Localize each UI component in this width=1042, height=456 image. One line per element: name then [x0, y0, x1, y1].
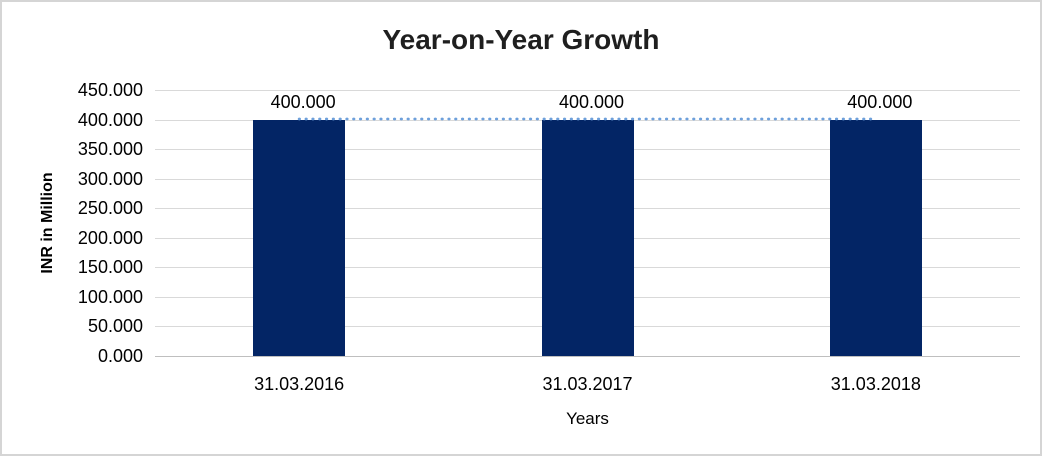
y-tick-label: 400.000 — [77, 109, 143, 130]
x-tick-label: 31.03.2016 — [254, 374, 345, 394]
x-axis-title: Years — [566, 409, 609, 428]
bar — [829, 119, 922, 356]
x-tick-label: 31.03.2018 — [830, 374, 921, 394]
y-tick-label: 300.000 — [77, 168, 143, 189]
bar-data-label: 400.000 — [270, 91, 336, 112]
chart-title: Year-on-Year Growth — [382, 24, 660, 55]
x-axis-line — [155, 355, 1020, 357]
y-tick-label: 150.000 — [77, 257, 143, 277]
y-tick-label: 0.000 — [97, 345, 143, 366]
bar — [541, 119, 634, 356]
y-tick-label: 200.000 — [77, 227, 143, 248]
y-tick-label: 250.000 — [77, 198, 143, 218]
y-tick-label: 450.000 — [77, 80, 143, 100]
bar-data-label: 400.000 — [847, 91, 913, 112]
x-tick-label: 31.03.2017 — [542, 374, 633, 394]
gridline — [155, 90, 1020, 91]
bar-data-label: 400.000 — [558, 91, 625, 112]
y-tick-label: 100.000 — [77, 286, 143, 307]
y-tick-label: 50.000 — [87, 316, 143, 336]
bar — [253, 119, 346, 356]
y-tick-label: 350.000 — [77, 139, 143, 159]
